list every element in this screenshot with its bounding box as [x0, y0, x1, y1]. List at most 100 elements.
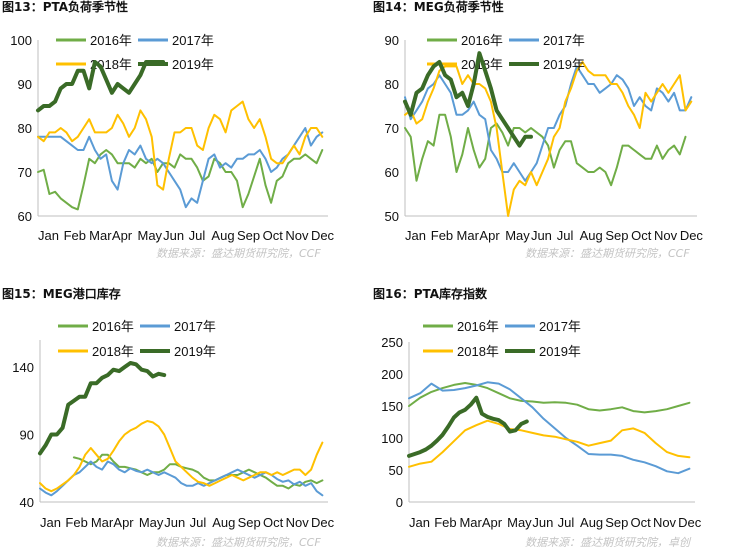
x-tick-label: May	[507, 515, 532, 530]
chart-title: 图14：MEG负荷季节性	[373, 0, 504, 14]
chart-svg: 0 50 100 150 200 250 Jan Feb Mar Apr May Jun Jul Aug S…	[381, 319, 701, 530]
chart-title: 图16：PTA库存指数	[373, 287, 488, 301]
series-line-2017年	[37, 127, 324, 209]
x-tick-label: Nov	[285, 228, 309, 243]
series-line-2017年	[39, 460, 324, 497]
series-line-2018年	[39, 420, 324, 493]
legend-label: 2019年	[543, 57, 585, 72]
legend-label: 2016年	[461, 33, 503, 48]
y-tick-label: 250	[381, 335, 403, 350]
x-tick-label: Oct	[263, 515, 284, 530]
x-tick-label: Jan	[409, 515, 430, 530]
y-tick-label: 60	[385, 165, 399, 180]
x-tick-label: Nov	[654, 228, 678, 243]
chart-source: 数据来源：盛达期货研究院，CCF	[156, 536, 321, 549]
legend-label: 2018年	[457, 344, 499, 359]
series-line-2019年	[403, 51, 533, 148]
legend-label: 2016年	[457, 319, 499, 334]
legend-label: 2016年	[92, 319, 134, 334]
x-tick-label: Jul	[189, 228, 206, 243]
x-tick-label: Jun	[164, 515, 185, 530]
chart-panel-meg-port-inventory: 图15：MEG港口库存 40 90 140 Jan Feb Mar Apr May Jun Jul…	[0, 272, 371, 549]
x-tick-label: Nov	[653, 515, 677, 530]
x-tick-label: Jun	[163, 228, 184, 243]
x-tick-label: Feb	[434, 515, 456, 530]
x-tick-label: Apr	[113, 515, 134, 530]
x-tick-label: Apr	[112, 228, 133, 243]
series-line-2018年	[37, 100, 324, 191]
x-tick-label: Dec	[680, 228, 704, 243]
x-tick-label: Mar	[91, 515, 114, 530]
x-tick-label: Aug	[211, 228, 234, 243]
chart-panel-pta-load: 图13：PTA负荷季节性 60 70 80 90 100 Jan Feb Mar Apr May J…	[0, 0, 371, 272]
legend-label: 2017年	[174, 319, 216, 334]
x-tick-label: Jul	[558, 515, 575, 530]
chart-svg: 60 70 80 90 100 Jan Feb Mar Apr May Jun Jul Aug Sep Oc…	[10, 33, 335, 243]
legend-label: 2017年	[172, 33, 214, 48]
x-tick-label: Apr	[479, 228, 500, 243]
y-tick-label: 70	[18, 165, 32, 180]
x-tick-label: Jun	[532, 515, 553, 530]
y-tick-label: 100	[381, 431, 403, 446]
x-tick-label: May	[139, 515, 164, 530]
legend-label: 2016年	[90, 33, 132, 48]
x-tick-label: Jun	[531, 228, 552, 243]
series-line-2016年	[404, 113, 687, 187]
y-tick-label: 0	[396, 495, 403, 510]
y-tick-label: 60	[18, 209, 32, 224]
x-tick-label: Jan	[38, 228, 59, 243]
x-tick-label: Feb	[431, 228, 453, 243]
chart-svg: 50 60 70 80 90 Jan Feb Mar Apr May Jun Jul Aug Sep Oct…	[385, 33, 704, 243]
legend-label: 2019年	[174, 344, 216, 359]
series-line-2019年	[38, 361, 167, 456]
legend-label: 2019年	[172, 57, 214, 72]
x-tick-label: Jan	[405, 228, 426, 243]
y-tick-label: 70	[385, 121, 399, 136]
x-tick-label: Nov	[286, 515, 310, 530]
x-tick-label: Jul	[190, 515, 207, 530]
y-tick-label: 90	[18, 77, 32, 92]
x-tick-label: Oct	[263, 228, 284, 243]
chart-title: 图13：PTA负荷季节性	[2, 0, 129, 14]
x-tick-label: Jan	[40, 515, 61, 530]
y-tick-label: 140	[12, 360, 34, 375]
series-line-2019年	[36, 60, 166, 113]
legend-label: 2017年	[539, 319, 581, 334]
y-tick-label: 90	[20, 428, 34, 443]
y-tick-label: 90	[385, 33, 399, 48]
chart-svg: 40 90 140 Jan Feb Mar Apr May Jun Jul Aug Sep Oct Nov…	[12, 319, 335, 530]
series-line-2016年	[37, 149, 324, 211]
x-tick-label: Aug	[580, 515, 603, 530]
x-tick-label: Aug	[580, 228, 603, 243]
x-tick-label: Sep	[605, 515, 628, 530]
x-tick-label: Mar	[459, 515, 482, 530]
chart-title: 图15：MEG港口库存	[2, 287, 121, 301]
y-tick-label: 100	[10, 33, 32, 48]
x-tick-label: Sep	[237, 228, 260, 243]
y-tick-label: 200	[381, 367, 403, 382]
x-tick-label: Dec	[311, 515, 335, 530]
x-tick-label: Sep	[238, 515, 261, 530]
x-tick-label: Dec	[311, 228, 335, 243]
chart-source: 数据来源：盛达期货研究院，CCF	[156, 247, 321, 260]
y-tick-label: 50	[389, 463, 403, 478]
x-tick-label: Oct	[631, 515, 652, 530]
chart-source: 数据来源：盛达期货研究院，CCF	[525, 247, 690, 260]
y-tick-label: 80	[18, 121, 32, 136]
x-tick-label: Oct	[631, 228, 652, 243]
chart-source: 数据来源：盛达期货研究院，卓创	[525, 536, 690, 549]
x-tick-label: Feb	[65, 515, 87, 530]
y-tick-label: 40	[20, 495, 34, 510]
x-tick-label: Mar	[457, 228, 480, 243]
legend-label: 2018年	[92, 344, 134, 359]
series-line-2018年	[408, 419, 691, 468]
x-tick-label: Feb	[64, 228, 86, 243]
series-line-2017年	[408, 381, 691, 475]
chart-panel-meg-load: 图14：MEG负荷季节性 50 60 70 80 90 Jan Feb Mar Apr May Ju…	[371, 0, 742, 272]
y-tick-label: 50	[385, 209, 399, 224]
series-line-2016年	[72, 453, 324, 490]
series-line-2016年	[408, 382, 691, 414]
x-tick-label: Apr	[482, 515, 503, 530]
x-tick-label: Jul	[557, 228, 574, 243]
x-tick-label: May	[505, 228, 530, 243]
